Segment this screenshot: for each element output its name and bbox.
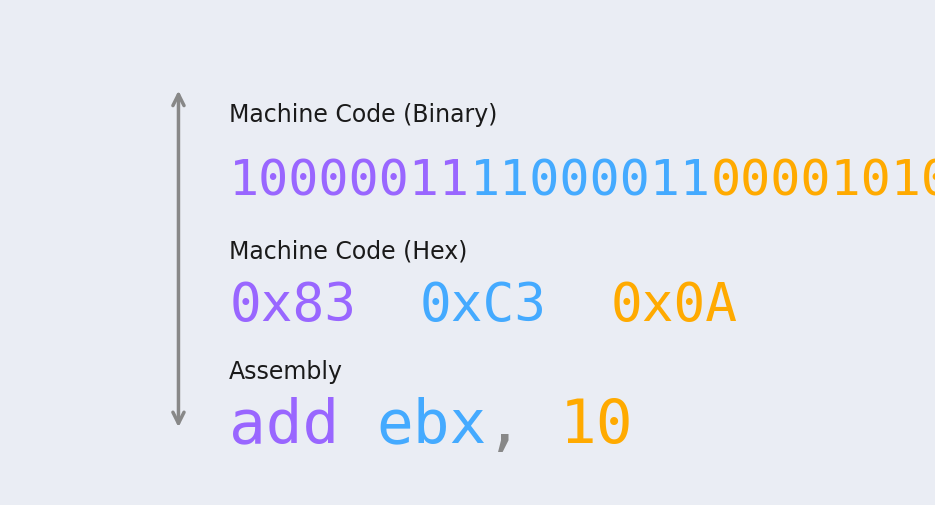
- Text: 10000011: 10000011: [229, 157, 470, 205]
- Text: ebx: ebx: [376, 396, 486, 456]
- Text: Machine Code (Hex): Machine Code (Hex): [229, 239, 468, 263]
- Text: Machine Code (Binary): Machine Code (Binary): [229, 103, 497, 127]
- Text: 0x83: 0x83: [229, 280, 356, 332]
- Text: Assembly: Assembly: [229, 360, 343, 384]
- Text: 10: 10: [560, 396, 633, 456]
- Text: add: add: [229, 396, 339, 456]
- Text: 00001010: 00001010: [712, 157, 935, 205]
- Text: 0x0A: 0x0A: [611, 280, 737, 332]
- Text: ,: ,: [486, 396, 524, 456]
- Text: 11000011: 11000011: [470, 157, 712, 205]
- Text: 0xC3: 0xC3: [420, 280, 547, 332]
